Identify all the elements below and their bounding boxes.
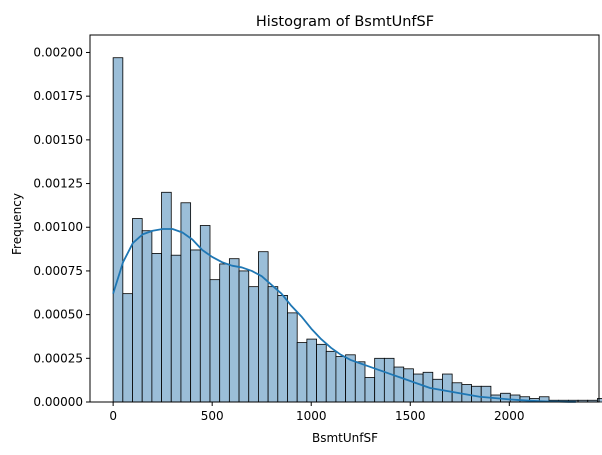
y-tick-label: 0.00175 [33,89,83,103]
histogram-bar [132,218,143,403]
y-tick-label: 0.00050 [33,308,83,322]
histogram-bar [374,357,385,403]
bars-layer [112,57,602,403]
histogram-bar [316,343,327,403]
kde-layer [112,228,576,403]
y-axis-title: Frequency [10,193,24,255]
histogram-bar [403,368,414,403]
histogram-bar [141,230,153,403]
histogram-bar [597,398,602,403]
histogram-bar [296,342,308,403]
axes-layer [89,34,600,403]
histogram-bar [325,350,337,403]
y-tick-label: 0.00200 [33,45,83,59]
y-tick-label: 0.00025 [33,351,83,365]
histogram-bar [383,357,395,403]
plot-frame [89,34,600,403]
kde-line [112,228,576,403]
histogram-bar [228,258,240,403]
histogram-bar [267,286,279,403]
histogram-bar [287,312,298,403]
histogram-bar [393,366,405,403]
histogram-bar [112,57,124,403]
histogram-bar [122,293,133,403]
histogram-bar [364,377,376,403]
histogram-bar [354,361,366,403]
y-ticks-layer: 0.00000 0.00025 0.00050 0.00075 0.00100 0.001… [33,45,90,409]
histogram-bar [442,373,453,403]
histogram-bar [500,392,511,403]
x-axis-title: BsmtUnfSF [312,431,378,445]
y-tick-label: 0.00000 [33,395,83,409]
x-ticks-layer: 0 500 1000 1500 2000 [109,402,525,423]
histogram-bar [335,356,347,403]
histogram-bar [161,191,172,403]
y-tick-label: 0.00150 [33,133,83,147]
y-tick-label: 0.00125 [33,177,83,191]
chart-title: Histogram of BsmtUnfSF [256,14,434,30]
histogram-bar [277,294,288,403]
y-tick-label: 0.00100 [33,220,83,234]
x-tick-label: 1500 [395,409,426,423]
histogram-bar [209,279,221,403]
x-tick-label: 2000 [494,409,525,423]
histogram-bar [219,263,230,403]
histogram-bar [248,286,259,403]
x-tick-label: 500 [201,409,224,423]
x-tick-label: 1000 [296,409,327,423]
histogram-bar [471,385,482,403]
histogram-bar [170,254,182,403]
histogram-bar [306,338,317,403]
y-tick-label: 0.00075 [33,264,83,278]
histogram-bar [238,270,250,403]
histogram-bar [190,249,201,403]
histogram-bar [151,253,162,403]
histogram-bar [413,373,424,403]
x-tick-label: 0 [109,409,117,423]
histogram-bar [509,394,521,403]
histogram-bar [480,385,492,403]
